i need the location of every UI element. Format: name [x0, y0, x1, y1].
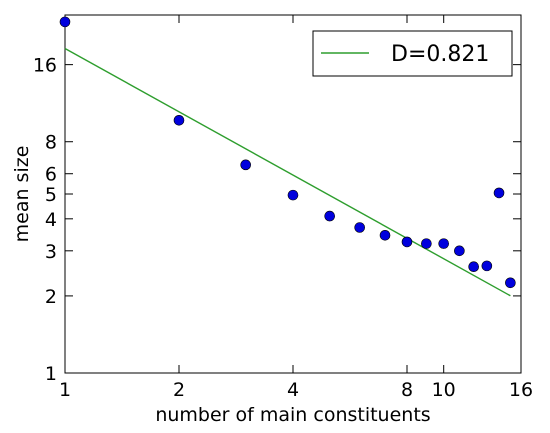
- y-tick-label: 6: [45, 164, 57, 186]
- x-tick-label: 4: [287, 379, 299, 401]
- data-point: [505, 277, 516, 289]
- data-point: [324, 210, 335, 222]
- y-tick-label: 8: [45, 132, 57, 154]
- data-point: [173, 114, 185, 126]
- data-point: [287, 189, 299, 201]
- y-axis-label: mean size: [11, 146, 33, 243]
- data-point: [421, 238, 432, 249]
- x-tick-label: 8: [401, 379, 413, 401]
- fit-line-layer: [64, 47, 511, 297]
- axis-ticks: 1 2 4 8 10 16 1 2 3 4 56 8 16: [33, 15, 533, 401]
- data-point: [379, 229, 391, 241]
- x-tick-label: 10: [432, 379, 456, 401]
- x-tick-label: 1: [59, 379, 71, 401]
- data-point: [59, 16, 71, 28]
- data-point: [354, 222, 365, 233]
- data-points-layer: [59, 16, 516, 289]
- data-point: [401, 236, 413, 248]
- data-point: [481, 260, 493, 272]
- data-point: [240, 159, 251, 171]
- y-tick-label: 1: [45, 363, 57, 385]
- legend-label: D=0.821: [391, 42, 489, 67]
- y-tick-label: 5: [45, 184, 57, 206]
- data-point: [468, 261, 479, 273]
- y-tick-label: 16: [33, 55, 57, 77]
- x-tick-label: 2: [173, 379, 185, 401]
- x-tick-label: 16: [509, 379, 533, 401]
- y-tick-label: 4: [45, 209, 57, 231]
- data-point: [493, 187, 505, 199]
- data-point: [438, 238, 449, 249]
- data-point: [454, 245, 465, 257]
- y-tick-label: 3: [45, 241, 57, 263]
- x-axis-label: number of main constituents: [155, 404, 430, 426]
- legend: D=0.821: [312, 30, 513, 77]
- fit-line: [64, 47, 511, 297]
- y-tick-label: 2: [45, 286, 57, 308]
